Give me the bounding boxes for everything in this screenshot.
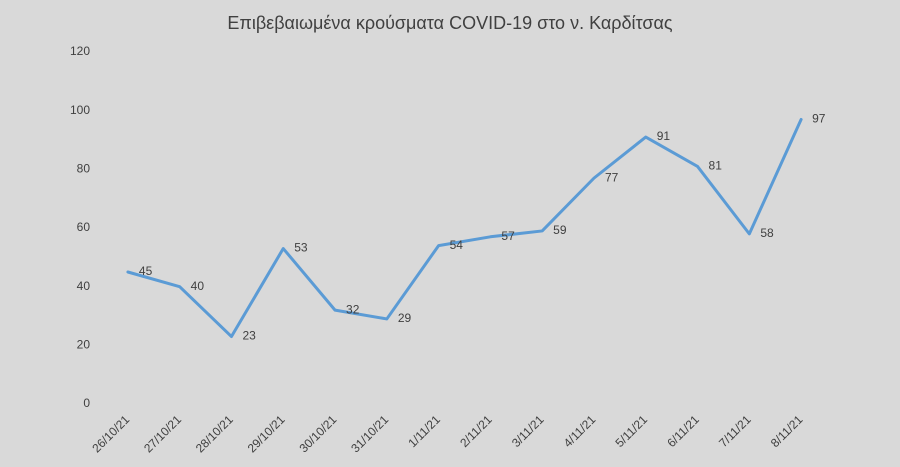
x-tick-label: 4/11/21	[561, 412, 599, 450]
x-tick-label: 31/10/21	[348, 412, 391, 455]
data-label: 32	[346, 302, 360, 316]
x-tick-label: 5/11/21	[613, 412, 651, 450]
x-tick-label: 29/10/21	[245, 412, 288, 455]
x-tick-label: 1/11/21	[405, 412, 443, 450]
data-label: 97	[812, 112, 826, 126]
x-tick-label: 28/10/21	[193, 412, 236, 455]
x-tick-label: 26/10/21	[89, 412, 132, 455]
data-label: 77	[605, 170, 619, 184]
data-label: 54	[450, 238, 464, 252]
y-tick-label: 60	[77, 220, 91, 234]
data-label: 53	[294, 241, 308, 255]
data-label: 57	[501, 229, 515, 243]
y-tick-label: 40	[77, 279, 91, 293]
x-tick-label: 8/11/21	[768, 412, 806, 450]
chart-title: Επιβεβαιωμένα κρούσματα COVID-19 στο ν. …	[227, 13, 672, 33]
line	[126, 117, 803, 339]
y-tick-label: 100	[70, 103, 90, 117]
y-tick-label: 120	[70, 44, 90, 58]
x-tick-label: 30/10/21	[296, 412, 339, 455]
y-tick-label: 80	[77, 162, 91, 176]
data-label: 91	[657, 129, 671, 143]
y-tick-label: 0	[83, 396, 90, 410]
x-tick-label: 27/10/21	[141, 412, 184, 455]
data-label: 40	[191, 279, 205, 293]
data-label: 23	[242, 329, 256, 343]
data-label: 81	[709, 159, 723, 173]
data-label: 59	[553, 223, 567, 237]
data-label: 45	[139, 264, 153, 278]
x-tick-label: 2/11/21	[457, 412, 495, 450]
data-label: 58	[760, 226, 774, 240]
data-label: 29	[398, 311, 412, 325]
x-tick-label: 7/11/21	[716, 412, 754, 450]
y-tick-label: 20	[77, 338, 91, 352]
x-tick-label: 6/11/21	[664, 412, 702, 450]
x-tick-label: 3/11/21	[509, 412, 547, 450]
